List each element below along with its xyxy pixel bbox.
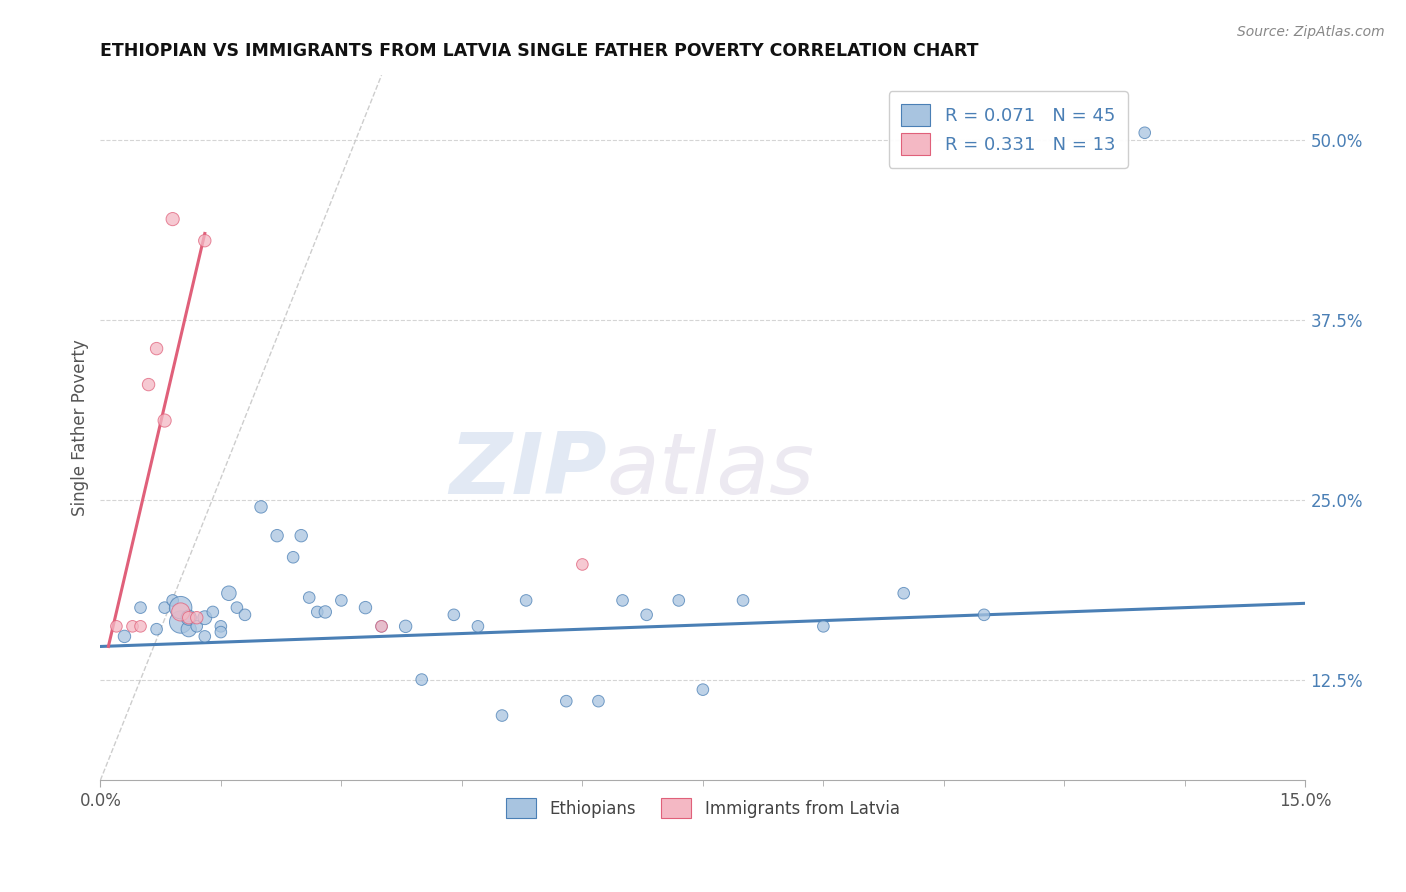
Point: [226, 600, 249, 615]
Point: [162, 212, 184, 227]
Point: [298, 591, 321, 605]
Legend: Ethiopians, Immigrants from Latvia: Ethiopians, Immigrants from Latvia: [499, 791, 907, 825]
Point: [153, 413, 176, 427]
Point: [170, 605, 193, 619]
Point: [145, 622, 167, 636]
Point: [170, 600, 193, 615]
Point: [354, 600, 377, 615]
Point: [250, 500, 273, 514]
Point: [668, 593, 690, 607]
Point: [283, 550, 305, 565]
Point: [121, 619, 143, 633]
Point: [290, 529, 312, 543]
Point: [194, 629, 217, 643]
Point: [330, 593, 353, 607]
Point: [370, 619, 392, 633]
Point: [636, 607, 658, 622]
Point: [129, 619, 152, 633]
Point: [209, 619, 232, 633]
Point: [129, 600, 152, 615]
Point: [177, 610, 200, 624]
Point: [201, 605, 224, 619]
Point: [692, 682, 714, 697]
Point: [555, 694, 578, 708]
Point: [186, 619, 208, 633]
Point: [138, 377, 160, 392]
Point: [1133, 126, 1156, 140]
Point: [162, 593, 184, 607]
Point: [571, 558, 593, 572]
Point: [177, 622, 200, 636]
Point: [170, 615, 193, 629]
Point: [731, 593, 754, 607]
Point: [370, 619, 392, 633]
Point: [394, 619, 416, 633]
Point: [266, 529, 288, 543]
Point: [467, 619, 489, 633]
Point: [612, 593, 634, 607]
Point: [105, 619, 128, 633]
Point: [443, 607, 465, 622]
Point: [973, 607, 995, 622]
Point: [307, 605, 329, 619]
Point: [153, 600, 176, 615]
Point: [114, 629, 136, 643]
Text: atlas: atlas: [606, 428, 814, 511]
Point: [145, 342, 167, 356]
Point: [186, 610, 208, 624]
Point: [893, 586, 915, 600]
Point: [218, 586, 240, 600]
Point: [194, 234, 217, 248]
Y-axis label: Single Father Poverty: Single Father Poverty: [72, 339, 89, 516]
Point: [813, 619, 835, 633]
Point: [491, 708, 513, 723]
Text: Source: ZipAtlas.com: Source: ZipAtlas.com: [1237, 25, 1385, 39]
Text: ZIP: ZIP: [449, 428, 606, 511]
Point: [411, 673, 433, 687]
Point: [233, 607, 256, 622]
Point: [177, 610, 200, 624]
Point: [194, 610, 217, 624]
Point: [515, 593, 537, 607]
Text: ETHIOPIAN VS IMMIGRANTS FROM LATVIA SINGLE FATHER POVERTY CORRELATION CHART: ETHIOPIAN VS IMMIGRANTS FROM LATVIA SING…: [100, 42, 979, 60]
Point: [314, 605, 336, 619]
Point: [209, 625, 232, 640]
Point: [588, 694, 610, 708]
